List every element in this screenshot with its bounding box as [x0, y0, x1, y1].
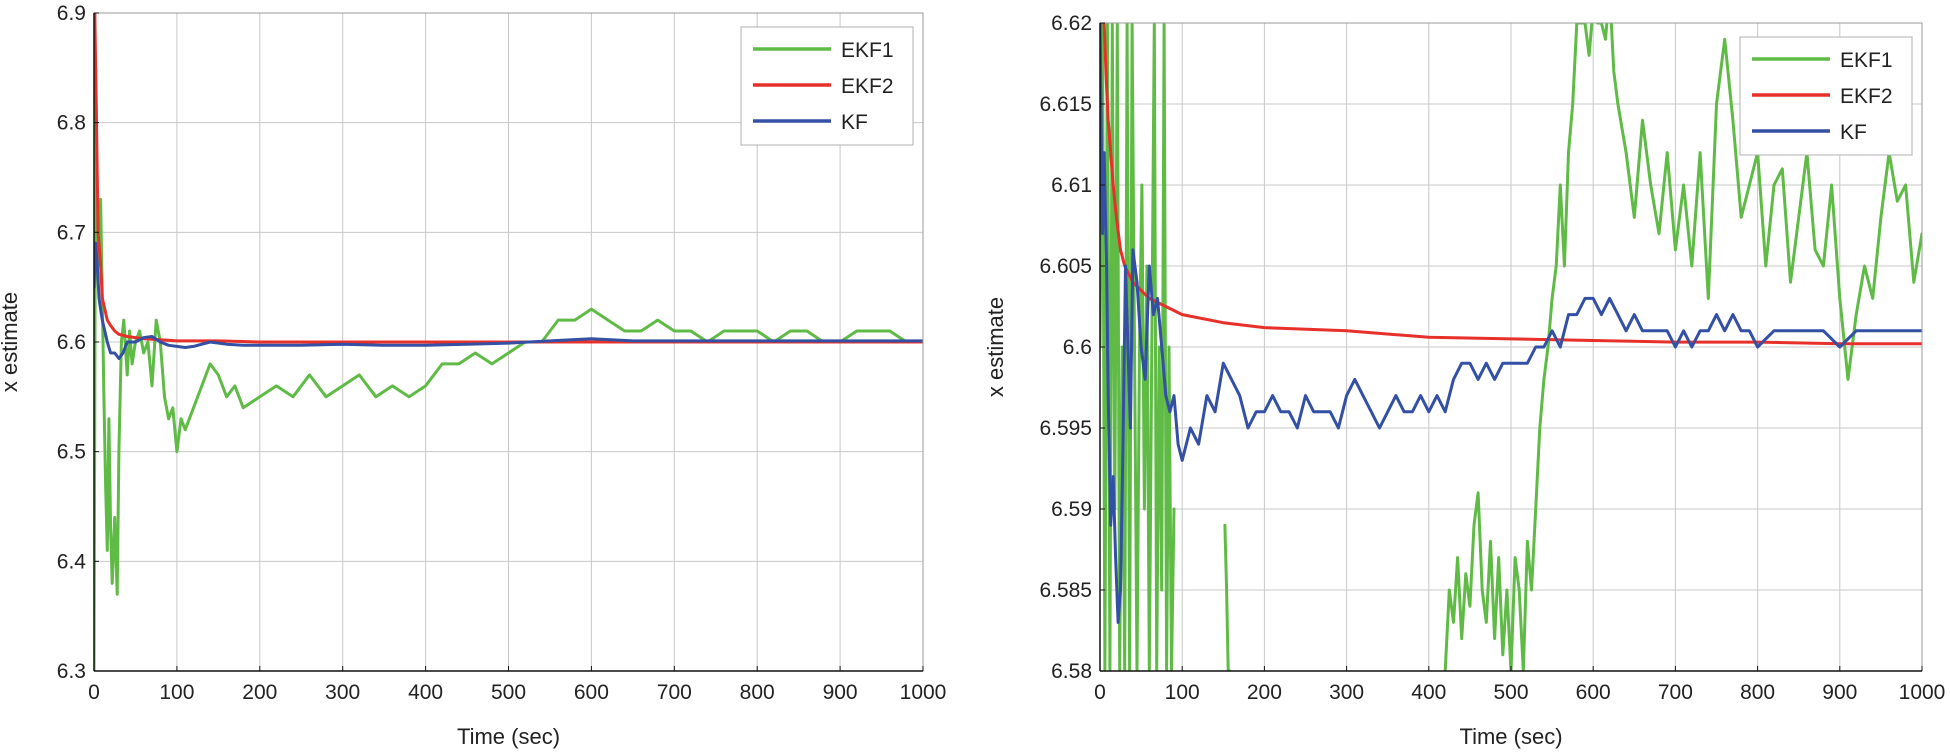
x-tick-label: 800 [740, 681, 775, 704]
x-tick-label: 900 [1822, 681, 1857, 704]
series-line-ekf1 [1223, 523, 1232, 671]
series-line-kf [94, 241, 923, 360]
x-tick-label: 200 [242, 681, 277, 704]
y-axis-label: x estimate [983, 297, 1008, 397]
y-tick-label: 6.58 [1051, 660, 1092, 683]
x-tick-label: 1000 [900, 681, 947, 704]
y-tick-label: 6.6 [57, 331, 86, 354]
x-tick-label: 0 [88, 681, 100, 704]
y-tick-label: 6.595 [1039, 417, 1092, 440]
x-tick-label: 400 [1411, 681, 1446, 704]
chart-1: 0 100 200 300 400 500 600 700 800 900 1000 6.3 6.4 6.… [0, 2, 946, 749]
x-tick-label: 100 [159, 681, 194, 704]
y-tick-label: 6.59 [1051, 498, 1092, 521]
legend-label-ekf1: EKF1 [1840, 49, 1893, 72]
x-tick-label: 500 [1493, 681, 1528, 704]
y-tick-label: 6.4 [57, 550, 87, 573]
y-tick-label: 6.615 [1039, 93, 1092, 116]
series-line-kf [1100, 23, 1922, 624]
x-tick-label: 0 [1094, 681, 1106, 704]
y-tick-label: 6.9 [57, 2, 86, 25]
y-tick-label: 6.3 [57, 660, 86, 683]
x-tick-label: 200 [1247, 681, 1282, 704]
y-tick-label: 6.6 [1063, 336, 1092, 359]
legend: EKF1 EKF2 KF [740, 26, 914, 146]
series-line-ekf1 [94, 66, 923, 671]
x-tick-label: 300 [1329, 681, 1364, 704]
x-tick-label: 700 [1658, 681, 1693, 704]
x-tick-label: 400 [408, 681, 443, 704]
legend-label-ekf1: EKF1 [841, 39, 894, 62]
y-axis-label: x estimate [0, 292, 22, 392]
y-tick-label: 6.7 [57, 221, 86, 244]
x-tick-label: 300 [325, 681, 360, 704]
x-tick-label: 100 [1165, 681, 1200, 704]
legend: EKF1 EKF2 KF [1739, 36, 1913, 156]
y-tick-label: 6.5 [57, 441, 86, 464]
x-tick-label: 900 [823, 681, 858, 704]
chart-2: 0 100 200 300 400 500 600 700 800 900 1000 6.58 6.58… [983, 12, 1946, 749]
y-tick-label: 6.62 [1051, 12, 1092, 35]
x-tick-label: 600 [1576, 681, 1611, 704]
series-line-ekf1 [1100, 23, 1176, 671]
y-tick-label: 6.585 [1039, 579, 1092, 602]
x-tick-label: 800 [1740, 681, 1775, 704]
y-tick-label: 6.8 [57, 112, 86, 135]
x-axis-label: Time (sec) [457, 724, 560, 749]
y-tick-label: 6.605 [1039, 255, 1092, 278]
x-tick-label: 500 [491, 681, 526, 704]
legend-label-ekf2: EKF2 [1840, 85, 1893, 108]
legend-label-kf: KF [841, 111, 868, 134]
legend-label-ekf2: EKF2 [841, 75, 894, 98]
series-line-ekf1 [1443, 23, 1922, 671]
y-tick-label: 6.61 [1051, 174, 1092, 197]
series-line-ekf2 [1102, 23, 1922, 346]
x-tick-label: 700 [657, 681, 692, 704]
x-tick-label: 600 [574, 681, 609, 704]
x-axis-label: Time (sec) [1459, 724, 1562, 749]
x-tick-label: 1000 [1899, 681, 1946, 704]
legend-label-kf: KF [1840, 121, 1867, 144]
